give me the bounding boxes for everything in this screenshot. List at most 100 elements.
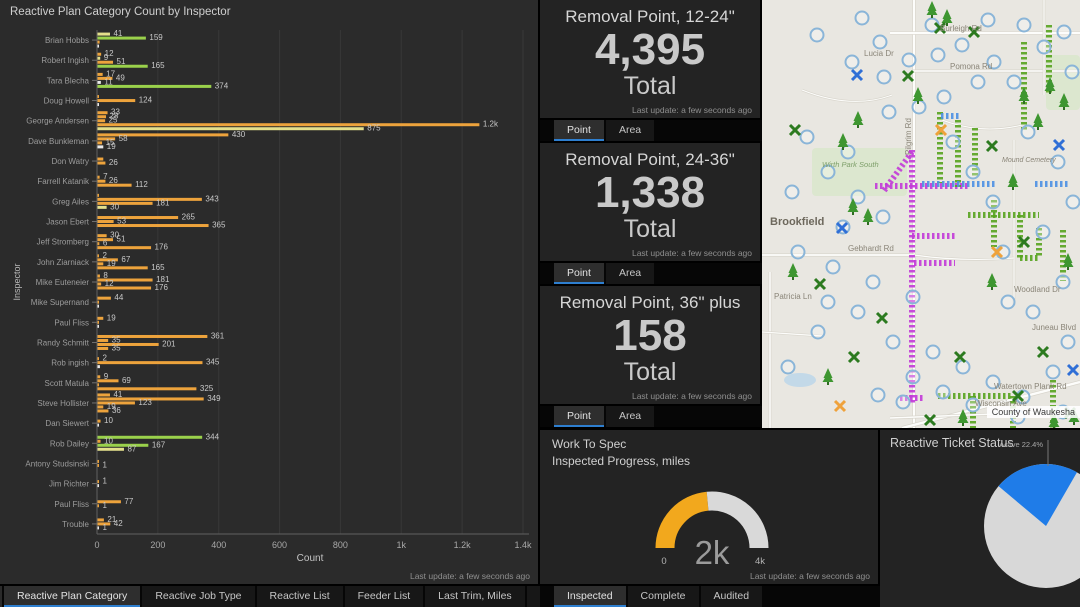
stat-total-3: Total <box>623 358 677 387</box>
inspected-progress-gauge: 0 4k 2k <box>655 491 769 571</box>
svg-text:Brookfield: Brookfield <box>770 216 824 228</box>
tab-scroll-stub[interactable] <box>0 586 2 607</box>
tab-last-trim-miles[interactable]: Last Trim, Miles <box>425 586 525 607</box>
svg-text:2: 2 <box>103 251 108 260</box>
svg-text:19: 19 <box>107 402 116 411</box>
svg-text:10: 10 <box>104 436 113 445</box>
web-map[interactable]: Brookfield Burleigh Rd Pomona Rd Lucia Dr Pi… <box>762 0 1080 428</box>
left-chart-last-update: Last update: a few seconds ago <box>409 571 530 581</box>
tab-complete[interactable]: Complete <box>627 586 699 607</box>
svg-text:123: 123 <box>138 398 152 407</box>
svg-text:Brian Hobbs: Brian Hobbs <box>45 36 89 45</box>
svg-text:875: 875 <box>367 124 381 133</box>
left-chart-title: Reactive Plan Category Count by Inspecto… <box>10 6 231 18</box>
svg-text:165: 165 <box>151 263 165 272</box>
svg-text:343: 343 <box>205 194 219 203</box>
svg-text:17: 17 <box>106 69 115 78</box>
svg-text:Paul Fliss: Paul Fliss <box>54 318 89 327</box>
gauge-last-update: Last update: a few seconds ago <box>749 571 870 581</box>
tab-area[interactable]: Area <box>605 263 655 284</box>
svg-text:600: 600 <box>272 540 287 550</box>
stat-tabs-3: Point Area <box>540 406 774 427</box>
stat-value-3: 158 <box>613 311 687 360</box>
tab-point[interactable]: Point <box>554 263 604 284</box>
svg-text:Rob Dailey: Rob Dailey <box>50 439 89 448</box>
svg-text:Inspector: Inspector <box>12 263 22 300</box>
left-tabbar: Reactive Plan Category Reactive Job Type R… <box>0 586 674 607</box>
svg-text:2: 2 <box>103 354 108 363</box>
svg-text:Don Watry: Don Watry <box>52 157 90 166</box>
svg-text:26: 26 <box>109 176 118 185</box>
svg-text:0: 0 <box>94 540 99 550</box>
svg-text:Active 22.4%: Active 22.4% <box>999 440 1043 449</box>
tab-point[interactable]: Point <box>554 120 604 141</box>
svg-text:176: 176 <box>155 283 169 292</box>
svg-text:Steve Hollister: Steve Hollister <box>37 399 89 408</box>
svg-text:30: 30 <box>110 231 119 240</box>
svg-text:41: 41 <box>113 390 122 399</box>
svg-text:12: 12 <box>105 279 114 288</box>
tab-area[interactable]: Area <box>605 406 655 427</box>
stat-total-2: Total <box>623 215 677 244</box>
svg-text:Scott Matula: Scott Matula <box>45 379 90 388</box>
svg-text:1: 1 <box>103 477 108 486</box>
stat-tabs-2: Point Area <box>540 263 774 284</box>
svg-text:Watertown Plank Rd: Watertown Plank Rd <box>994 382 1067 391</box>
svg-text:Jeff Stromberg: Jeff Stromberg <box>37 238 89 247</box>
tab-reactive-plan-category[interactable]: Reactive Plan Category <box>4 586 141 607</box>
svg-text:Pilgrim Rd: Pilgrim Rd <box>904 118 913 155</box>
svg-text:12: 12 <box>105 49 114 58</box>
svg-text:Mound Cemetery: Mound Cemetery <box>1002 157 1056 164</box>
svg-text:6: 6 <box>103 239 108 248</box>
tab-feeder-list[interactable]: Feeder List <box>344 586 424 607</box>
svg-text:Gebhardt Rd: Gebhardt Rd <box>848 244 894 253</box>
pie-title: Reactive Ticket Status <box>890 436 1014 450</box>
panel-map: Brookfield Burleigh Rd Pomona Rd Lucia Dr Pi… <box>762 0 1080 428</box>
svg-text:35: 35 <box>112 343 121 352</box>
svg-text:345: 345 <box>206 358 220 367</box>
svg-text:Randy Schmitt: Randy Schmitt <box>37 338 90 347</box>
tab-reactive-list[interactable]: Reactive List <box>256 586 343 607</box>
svg-text:365: 365 <box>212 221 226 230</box>
svg-text:19: 19 <box>107 259 116 268</box>
svg-text:Greg Ailes: Greg Ailes <box>52 197 89 206</box>
svg-text:176: 176 <box>155 243 169 252</box>
svg-text:John Ziarniack: John Ziarniack <box>37 258 90 267</box>
tab-reactive-job-type[interactable]: Reactive Job Type <box>142 586 255 607</box>
svg-text:10: 10 <box>104 416 113 425</box>
svg-text:11: 11 <box>104 77 113 86</box>
svg-text:53: 53 <box>117 217 126 226</box>
svg-text:124: 124 <box>139 96 153 105</box>
svg-text:51: 51 <box>117 235 126 244</box>
svg-text:51: 51 <box>117 57 126 66</box>
svg-text:430: 430 <box>232 130 246 139</box>
svg-text:44: 44 <box>114 293 123 302</box>
svg-text:Dave Bunkleman: Dave Bunkleman <box>28 137 89 146</box>
svg-text:33: 33 <box>111 108 120 117</box>
svg-text:1: 1 <box>103 460 108 469</box>
tab-inspected[interactable]: Inspected <box>554 586 626 607</box>
tab-audited[interactable]: Audited <box>700 586 763 607</box>
svg-text:21: 21 <box>107 515 116 524</box>
svg-text:Trouble: Trouble <box>62 520 89 529</box>
svg-text:344: 344 <box>206 432 220 441</box>
svg-text:0: 0 <box>661 556 666 567</box>
stat-title-2: Removal Point, 24-36" <box>565 150 735 169</box>
map-attribution: County of Waukesha <box>986 406 1080 418</box>
svg-text:Paul Fliss: Paul Fliss <box>54 500 89 509</box>
svg-text:1: 1 <box>103 501 108 510</box>
tab-area[interactable]: Area <box>605 120 655 141</box>
svg-text:69: 69 <box>122 376 131 385</box>
reactive-ticket-status-pie-chart[interactable]: Active 22.4% <box>880 430 1080 607</box>
svg-text:Rob ingish: Rob ingish <box>51 359 89 368</box>
svg-text:30: 30 <box>110 202 119 211</box>
svg-text:201: 201 <box>162 339 176 348</box>
svg-text:Mike Euteneier: Mike Euteneier <box>36 278 90 287</box>
svg-text:4k: 4k <box>755 556 765 567</box>
panel-work-to-spec: Work To Spec Inspected Progress, miles 0… <box>540 430 878 584</box>
svg-text:George Andersen: George Andersen <box>26 117 89 126</box>
gauge-title-line2: Inspected Progress, miles <box>552 454 691 469</box>
tab-point[interactable]: Point <box>554 406 604 427</box>
svg-text:Jim Richter: Jim Richter <box>49 480 89 489</box>
